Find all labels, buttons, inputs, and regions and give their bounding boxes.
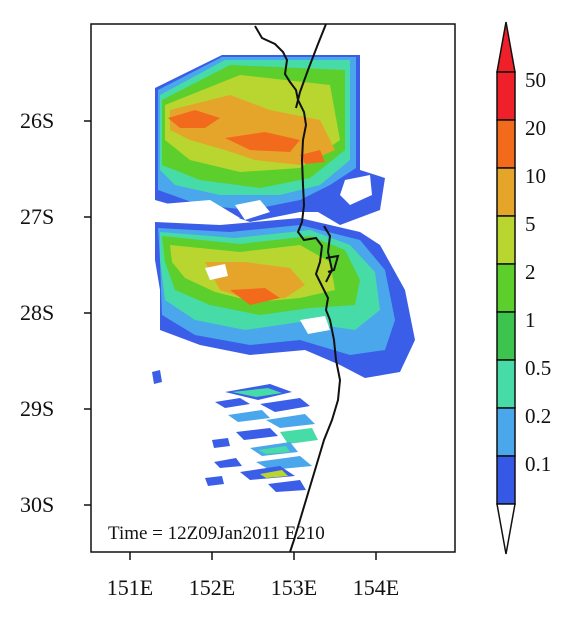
precip-streak-7 xyxy=(280,428,318,444)
precip-streak-9-core xyxy=(258,446,290,454)
lat-tick-label: 29S xyxy=(20,396,54,421)
coastline-upper-branch xyxy=(295,23,327,109)
colorbar-swatch xyxy=(496,167,516,217)
colorbar-swatch xyxy=(496,311,516,361)
lat-tick-label: 26S xyxy=(20,108,54,133)
colorbar-label: 0.2 xyxy=(525,404,551,428)
colorbar-label: 1 xyxy=(525,308,536,332)
colorbar-swatch xyxy=(496,359,516,409)
precip-darkorange-middle xyxy=(230,288,280,305)
time-label: Time = 12Z09Jan2011 E210 xyxy=(108,523,325,544)
colorbar-swatch xyxy=(496,71,516,121)
colorbar-label: 0.5 xyxy=(525,356,551,380)
precip-darkorange-north-2 xyxy=(225,132,300,152)
precip-streak-11 xyxy=(256,456,312,470)
colorbar-label: 0.1 xyxy=(525,452,551,476)
colorbar-label: 50 xyxy=(525,68,546,92)
colorbar: 50 20 10 5 2 1 0.5 0.2 0.1 xyxy=(496,21,551,555)
precip-orange-middle xyxy=(205,262,305,300)
lat-axis: 26S 27S 28S 29S 30S xyxy=(20,108,91,517)
precip-streak-3 xyxy=(260,398,310,412)
precip-gap-5 xyxy=(300,316,330,334)
precip-gap-4 xyxy=(205,264,228,280)
colorbar-swatch xyxy=(496,407,516,457)
colorbar-label: 20 xyxy=(525,116,546,140)
colorbar-label: 2 xyxy=(525,260,536,284)
lon-axis: 151E 152E 153E 154E xyxy=(107,552,399,600)
colorbar-ticks: 50 20 10 5 2 1 0.5 0.2 0.1 xyxy=(525,68,551,476)
lat-tick-label: 30S xyxy=(20,492,54,517)
precip-streak-13 xyxy=(205,476,224,486)
precip-streak-6 xyxy=(236,428,278,440)
bay-outline xyxy=(325,254,340,273)
precip-streak-8 xyxy=(212,438,230,448)
colorbar-boxes xyxy=(496,71,516,505)
lon-tick-label: 152E xyxy=(189,575,235,600)
precip-darkorange-north-3 xyxy=(300,150,325,164)
lat-tick-label: 28S xyxy=(20,300,54,325)
precip-streak-4 xyxy=(228,410,270,422)
island-outline xyxy=(323,225,334,283)
precip-streak-12-core xyxy=(260,470,288,478)
colorbar-swatch xyxy=(496,263,516,313)
colorbar-swatch xyxy=(496,455,516,505)
precip-streak-10 xyxy=(214,458,242,468)
precip-streak-14 xyxy=(268,480,306,492)
coastline xyxy=(254,25,342,553)
precip-gap-3 xyxy=(340,175,372,205)
colorbar-swatch xyxy=(496,119,516,169)
lon-tick-label: 154E xyxy=(353,575,399,600)
precip-darkorange-north-1 xyxy=(168,110,220,128)
precip-streak-1-core xyxy=(232,388,282,397)
precip-gap-2 xyxy=(235,200,270,220)
precip-streak-2 xyxy=(215,398,250,408)
lat-tick-label: 27S xyxy=(20,204,54,229)
map-panel xyxy=(90,23,456,553)
precip-blue-speck xyxy=(152,370,162,384)
colorbar-label: 10 xyxy=(525,164,546,188)
colorbar-bottom-triangle xyxy=(496,503,516,555)
colorbar-top-triangle xyxy=(496,21,516,73)
precip-gap-1 xyxy=(150,200,240,228)
precip-streak-5 xyxy=(266,414,315,428)
lon-tick-label: 151E xyxy=(107,575,153,600)
colorbar-swatch xyxy=(496,215,516,265)
lon-tick-label: 153E xyxy=(271,575,317,600)
colorbar-label: 5 xyxy=(525,212,536,236)
